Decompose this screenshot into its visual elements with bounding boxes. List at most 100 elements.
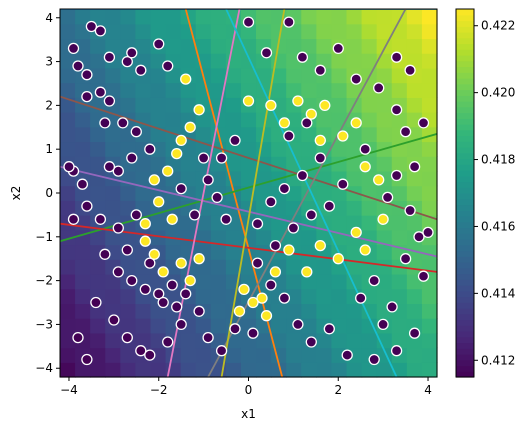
heatmap-cell (421, 23, 438, 40)
point-class-1 (184, 121, 196, 133)
point-class-0 (283, 16, 295, 28)
point-class-1 (242, 95, 255, 107)
colorbar-segment (456, 267, 474, 275)
heatmap-cell (180, 82, 197, 98)
point-class-1 (283, 244, 295, 256)
heatmap-cell (180, 38, 197, 54)
heatmap-cell (105, 126, 121, 143)
heatmap-cell (301, 126, 317, 143)
colorbar-segment (456, 60, 474, 68)
heatmap-cell (346, 332, 363, 349)
colorbar-tick-label: 0.420 (481, 86, 515, 100)
heatmap-cell (180, 156, 197, 172)
colorbar-segment (456, 181, 474, 188)
heatmap-cell (135, 112, 152, 128)
colorbar-segment (456, 170, 474, 177)
heatmap-cell (316, 170, 333, 187)
heatmap-cell (60, 318, 76, 334)
heatmap-cell (406, 9, 423, 25)
heatmap-cell (346, 215, 363, 231)
heatmap-cell (346, 38, 363, 54)
heatmap-cell (256, 141, 272, 157)
point-class-1 (314, 239, 326, 252)
heatmap-cell (421, 347, 438, 363)
heatmap-cell (421, 9, 438, 25)
heatmap-cell (210, 53, 227, 69)
colorbar-segment (456, 354, 474, 361)
heatmap-cell (406, 347, 423, 363)
point-class-0 (90, 296, 102, 309)
heatmap-cell (75, 303, 91, 319)
point-class-0 (94, 213, 107, 225)
heatmap-cell (120, 82, 136, 98)
point-class-0 (292, 318, 304, 331)
point-class-0 (202, 174, 214, 186)
colorbar-segment (456, 43, 474, 50)
point-class-0 (121, 331, 133, 344)
point-class-0 (417, 270, 430, 282)
heatmap-cell (165, 288, 182, 304)
heatmap-cell (346, 259, 363, 275)
point-class-0 (130, 126, 142, 138)
colorbar-segment (456, 78, 474, 85)
heatmap-cell (406, 259, 423, 275)
heatmap-cell (346, 23, 363, 40)
heatmap-cell (135, 9, 152, 25)
colorbar-segment (456, 175, 474, 183)
heatmap-cell (301, 67, 317, 84)
heatmap-cell (75, 156, 91, 172)
heatmap-cell (60, 141, 76, 157)
heatmap-cell (391, 67, 408, 84)
heatmap-cell (225, 97, 242, 113)
heatmap-cell (406, 185, 423, 201)
point-class-0 (247, 327, 259, 339)
heatmap-cell (150, 23, 167, 40)
heatmap-cell (210, 259, 227, 275)
heatmap-cell (391, 156, 408, 172)
point-class-0 (260, 47, 273, 59)
heatmap-cell (135, 244, 152, 260)
heatmap-cell (376, 259, 393, 275)
heatmap-cell (406, 303, 423, 319)
heatmap-cell (240, 170, 257, 187)
point-class-1 (148, 174, 160, 186)
point-class-1 (233, 305, 246, 317)
colorbar-segment (456, 239, 474, 246)
colorbar-segment (456, 302, 474, 309)
point-class-0 (193, 305, 205, 317)
colorbar-segment (456, 66, 474, 73)
heatmap-cell (256, 23, 272, 40)
heatmap-cell (271, 156, 287, 172)
heatmap-cell (75, 38, 91, 54)
point-class-1 (247, 296, 259, 309)
heatmap-cell (60, 332, 76, 349)
heatmap-cell (120, 67, 136, 84)
point-class-0 (85, 20, 98, 33)
heatmap-cell (331, 200, 348, 216)
point-class-0 (368, 274, 380, 287)
heatmap-cell (286, 303, 302, 319)
colorbar-frame (455, 8, 475, 378)
heatmap-cell (406, 23, 423, 40)
heatmap-cell (75, 259, 91, 275)
heatmap-cell (346, 82, 363, 98)
heatmap-cell (90, 185, 106, 201)
heatmap-cell (376, 38, 393, 54)
heatmap-cell (331, 82, 348, 98)
heatmap-cell (331, 53, 348, 69)
decision-lines (60, 9, 437, 377)
point-class-0 (404, 64, 416, 76)
colorbar-segment (456, 112, 474, 119)
heatmap-cell (421, 53, 438, 69)
heatmap-cell (60, 9, 76, 25)
heatmap-cell (376, 97, 393, 113)
point-class-0 (153, 288, 165, 300)
point-class-0 (332, 42, 344, 55)
heatmap-cell (180, 332, 197, 349)
point-class-0 (63, 161, 75, 173)
heatmap-cell (120, 259, 136, 275)
point-class-0 (269, 239, 282, 252)
point-class-0 (117, 117, 129, 129)
heatmap-cell (165, 244, 182, 260)
colorbar-segment (456, 95, 474, 102)
